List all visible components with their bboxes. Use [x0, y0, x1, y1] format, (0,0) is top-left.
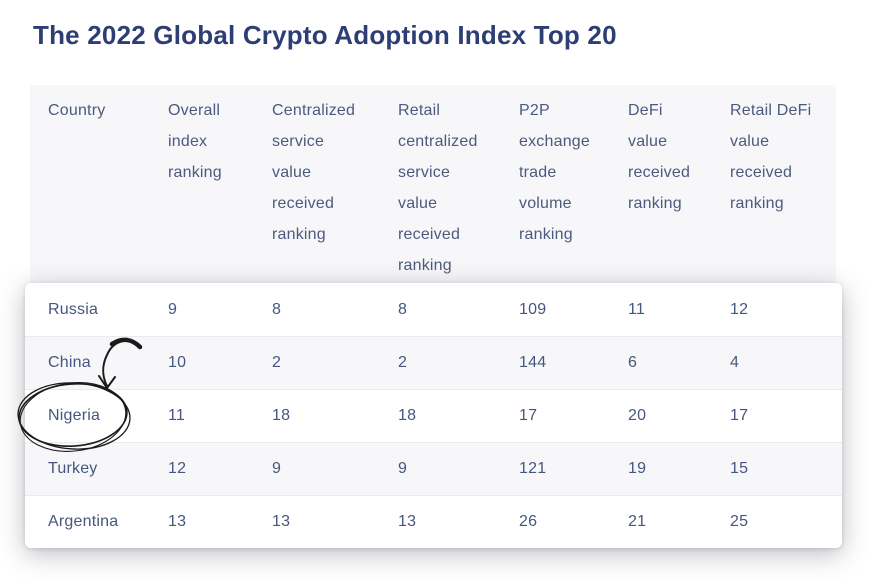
country-cell: Turkey: [48, 460, 98, 477]
column-header: Country: [48, 102, 106, 119]
value-cell: 18: [272, 407, 291, 424]
value-cell: 12: [730, 300, 749, 318]
value-cell: 15: [730, 460, 749, 477]
value-cell: 26: [519, 513, 538, 530]
value-cell: 9: [398, 460, 408, 477]
column-header: DeFi value received ranking: [628, 102, 691, 212]
value-cell: 13: [272, 513, 291, 530]
value-cell: 109: [519, 300, 547, 318]
value-cell: 9: [272, 460, 282, 477]
value-cell: 18: [398, 407, 417, 424]
value-cell: 2: [272, 354, 282, 371]
country-cell: China: [48, 354, 91, 371]
table-row-china: China 10 2 2 144 6 4: [25, 336, 842, 389]
value-cell: 17: [519, 407, 538, 424]
value-cell: 4: [730, 354, 740, 371]
value-cell: 20: [628, 407, 647, 424]
value-cell: 8: [272, 300, 282, 318]
country-cell: Russia: [48, 300, 99, 318]
table-header-row: Country Overall index ranking Centralized …: [30, 85, 836, 283]
value-cell: 21: [628, 513, 647, 530]
value-cell: 8: [398, 300, 408, 318]
value-cell: 121: [519, 460, 547, 477]
column-header: Retail DeFi value received ranking: [730, 102, 812, 212]
value-cell: 10: [168, 354, 187, 371]
value-cell: 17: [730, 407, 749, 424]
value-cell: 6: [628, 354, 638, 371]
column-header: Retail centralized service value receive…: [398, 102, 478, 274]
country-cell: Nigeria: [48, 407, 101, 424]
value-cell: 25: [730, 513, 749, 530]
table-row-turkey: Turkey 12 9 9 121 19 15: [25, 442, 842, 495]
value-cell: 19: [628, 460, 647, 477]
column-header: P2P exchange trade volume ranking: [519, 102, 590, 243]
value-cell: 12: [168, 460, 187, 477]
highlighted-rows-card: Russia 9 8 8 109 11 12 China 10 2 2 144 6 4 Nigeria 11 1…: [25, 283, 842, 548]
value-cell: 13: [168, 513, 187, 530]
value-cell: 11: [628, 300, 646, 318]
country-cell: Argentina: [48, 513, 119, 530]
table-row-russia: Russia 9 8 8 109 11 12: [25, 283, 842, 336]
column-header: Overall index ranking: [168, 102, 222, 181]
page-title: The 2022 Global Crypto Adoption Index To…: [33, 20, 617, 50]
value-cell: 13: [398, 513, 417, 530]
value-cell: 11: [168, 407, 186, 424]
value-cell: 9: [168, 300, 178, 318]
table-row-argentina: Argentina 13 13 13 26 21 25: [25, 495, 842, 548]
value-cell: 2: [398, 354, 408, 371]
column-header: Centralized service value received ranki…: [272, 102, 356, 243]
table-row-nigeria: Nigeria 11 18 18 17 20 17: [25, 389, 842, 442]
value-cell: 144: [519, 354, 547, 371]
